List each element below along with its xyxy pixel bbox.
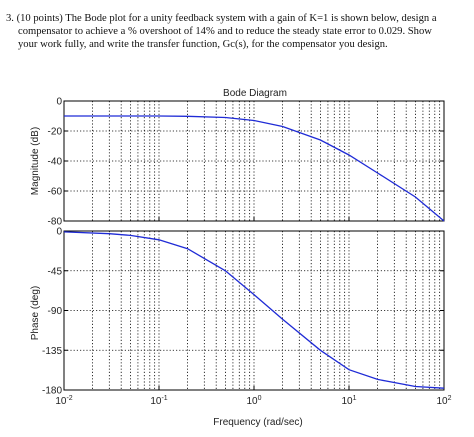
magnitude-panel: 0 -20 -40 -60 -80 Magnitude (dB): [30, 97, 445, 228]
x-tick-label-base: 10: [55, 396, 67, 407]
mag-y-tick-label: -60: [48, 187, 63, 198]
x-tick-label-base: 10: [246, 396, 258, 407]
x-tick-label-exponent: 1: [353, 395, 357, 402]
mag-series-line: [64, 115, 445, 222]
question-line-1: 3. (10 points) The Bode plot for a unity…: [6, 13, 437, 24]
question-text: 3. (10 points) The Bode plot for a unity…: [6, 12, 468, 51]
x-tick-label: 100: [246, 395, 261, 407]
question-line-3: your work fully, and write the transfer …: [18, 39, 388, 50]
mag-y-tick-label: -20: [48, 127, 63, 138]
chart-title: Bode Diagram: [223, 88, 287, 99]
x-tick-label-exponent: -1: [161, 395, 167, 402]
x-tick-label: 10-1: [150, 395, 167, 407]
mag-y-tick-label: -40: [48, 157, 63, 168]
x-tick-label-exponent: 0: [258, 395, 262, 402]
x-tick-label-base: 10: [150, 396, 162, 407]
phase-y-tick-label: -45: [48, 266, 63, 277]
x-axis-label: Frequency (rad/sec): [213, 417, 302, 428]
phase-y-tick-label: -135: [42, 346, 62, 357]
mag-y-tick-label: -80: [48, 217, 63, 228]
x-tick-label-exponent: 2: [448, 395, 452, 402]
question-line-2: compensator to achieve a % overshoot of …: [18, 26, 432, 37]
x-tick-label: 102: [436, 395, 451, 407]
x-tick-label: 101: [341, 395, 356, 407]
phase-y-tick-label: -90: [48, 306, 63, 317]
mag-y-tick-label: 0: [56, 97, 62, 108]
x-tick-label-exponent: -2: [66, 395, 72, 402]
phase-y-axis-label: Phase (deg): [30, 286, 41, 340]
x-tick-label-base: 10: [436, 396, 448, 407]
phase-series-line: [63, 231, 445, 389]
phase-y-tick-label: 0: [56, 227, 62, 238]
x-tick-label-base: 10: [341, 396, 353, 407]
phase-y-tick-label: -180: [42, 386, 62, 397]
x-tick-label: 10-2: [55, 395, 72, 407]
mag-y-axis-label: Magnitude (dB): [30, 127, 41, 195]
